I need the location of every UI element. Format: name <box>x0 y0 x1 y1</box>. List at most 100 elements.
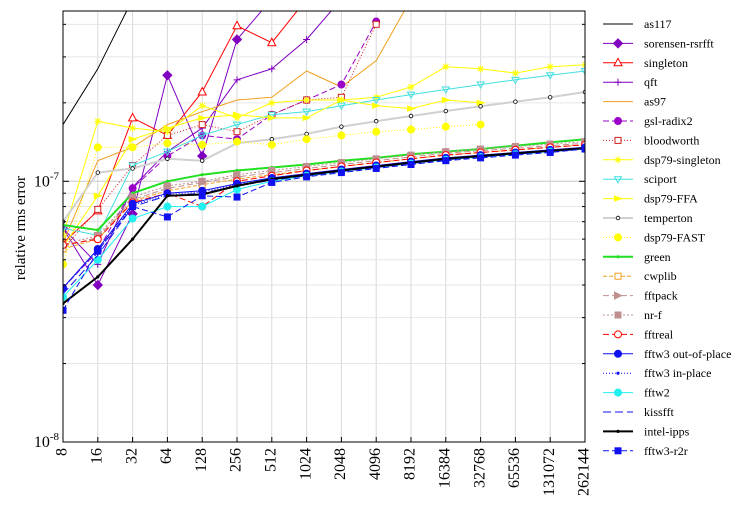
data-point <box>442 157 450 165</box>
legend-item: sciport <box>603 172 677 186</box>
data-point <box>233 137 241 146</box>
legend-label: fftreal <box>644 327 674 341</box>
data-point <box>511 151 519 159</box>
series-line <box>63 148 585 311</box>
x-tick-label: 16 <box>88 448 105 464</box>
data-point <box>612 38 624 49</box>
legend-label: green <box>644 250 671 264</box>
data-point <box>614 156 622 164</box>
data-point <box>233 171 241 179</box>
data-point <box>232 20 242 30</box>
data-point <box>303 173 311 181</box>
data-point <box>613 57 623 67</box>
data-point <box>128 214 137 223</box>
legend-item: gsl-radix2 <box>603 114 693 128</box>
data-point <box>93 192 103 199</box>
data-point <box>442 63 450 71</box>
data-point <box>407 83 415 91</box>
legend-label: cwplib <box>644 269 677 283</box>
x-tick-label: 512 <box>262 448 279 472</box>
legend-label: as117 <box>644 17 672 31</box>
legend-label: gsl-radix2 <box>644 114 693 128</box>
legend-item: as97 <box>603 95 666 109</box>
data-point <box>127 112 138 122</box>
data-point <box>614 78 622 86</box>
legend-label: fftw3 out-of-place <box>644 347 731 361</box>
y-tick-label: 10-7 <box>34 170 60 190</box>
data-point <box>93 143 102 152</box>
data-point <box>408 113 414 119</box>
data-point <box>235 184 239 188</box>
legend-item: fftpack <box>603 289 678 303</box>
data-point <box>233 114 241 122</box>
data-point <box>614 136 622 144</box>
data-point <box>267 114 277 122</box>
grid <box>62 11 586 443</box>
x-tick-label: 4096 <box>367 448 384 480</box>
data-point <box>198 192 206 200</box>
data-point <box>163 128 171 136</box>
series-intel-ipps <box>63 146 585 306</box>
data-point <box>163 139 172 148</box>
legend-label: fftpack <box>644 289 678 303</box>
legend-label: dsp79-singleton <box>644 153 721 167</box>
data-point <box>441 96 451 104</box>
series-temperton <box>63 89 585 224</box>
data-point <box>63 283 67 292</box>
data-point <box>96 275 100 279</box>
data-point <box>199 158 205 163</box>
data-point <box>162 70 173 81</box>
legend-item: intel-ipps <box>603 424 690 438</box>
legend-label: kissfft <box>644 405 674 419</box>
data-point <box>129 124 137 132</box>
x-tick-label: 65536 <box>506 448 523 488</box>
series-line <box>63 11 405 244</box>
series-line <box>63 11 128 125</box>
legend-item: singleton <box>603 56 688 70</box>
data-point <box>614 195 623 202</box>
legend-item: dsp79-FAST <box>603 230 706 244</box>
data-point <box>165 156 170 161</box>
legend-label: temperton <box>644 211 693 225</box>
data-point <box>63 245 67 253</box>
data-point <box>128 184 137 193</box>
data-point <box>580 67 585 76</box>
data-point <box>546 63 554 71</box>
x-tick-label: 131072 <box>541 448 558 496</box>
data-point <box>267 0 276 4</box>
data-point <box>268 65 276 73</box>
data-point <box>267 111 277 120</box>
data-point <box>511 76 520 85</box>
x-tick-label: 32 <box>123 448 140 464</box>
legend-item: kissfft <box>603 405 674 419</box>
data-point <box>337 96 347 104</box>
series-line <box>63 147 585 305</box>
data-point <box>303 0 311 2</box>
legend-item: bloodworth <box>603 133 699 147</box>
legend-item: green <box>603 250 671 264</box>
data-point <box>476 120 485 129</box>
legend-item: qft <box>603 75 658 89</box>
series-fftpack <box>63 138 585 250</box>
series-bloodworth <box>63 20 380 253</box>
legend-item: fftw3 in-place <box>603 366 711 380</box>
data-point <box>616 255 620 259</box>
data-point <box>165 194 169 198</box>
data-point <box>338 0 345 3</box>
data-point <box>614 311 622 319</box>
legend-item: cwplib <box>603 269 677 283</box>
series-line <box>63 144 585 246</box>
legend-item: fftw3-r2r <box>603 444 688 458</box>
data-point <box>63 240 67 249</box>
data-point <box>478 104 483 109</box>
data-point <box>302 114 312 122</box>
legend-item: dsp79-singleton <box>603 153 721 167</box>
data-point <box>198 177 206 185</box>
data-point <box>231 34 243 45</box>
legend-label: sorensen-rsrfft <box>644 36 714 50</box>
data-point <box>128 143 137 152</box>
data-point <box>407 105 416 112</box>
plot-frame <box>62 10 586 443</box>
data-point <box>63 306 67 314</box>
